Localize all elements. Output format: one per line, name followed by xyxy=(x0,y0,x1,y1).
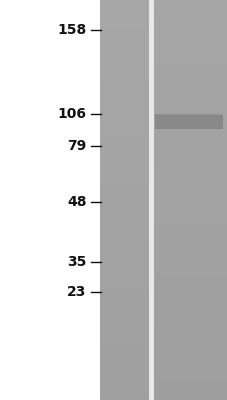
Text: 48: 48 xyxy=(67,195,86,209)
Text: 106: 106 xyxy=(57,107,86,121)
Text: 79: 79 xyxy=(67,139,86,153)
Text: 35: 35 xyxy=(67,255,86,269)
Text: 158: 158 xyxy=(57,23,86,37)
Text: 23: 23 xyxy=(67,285,86,299)
